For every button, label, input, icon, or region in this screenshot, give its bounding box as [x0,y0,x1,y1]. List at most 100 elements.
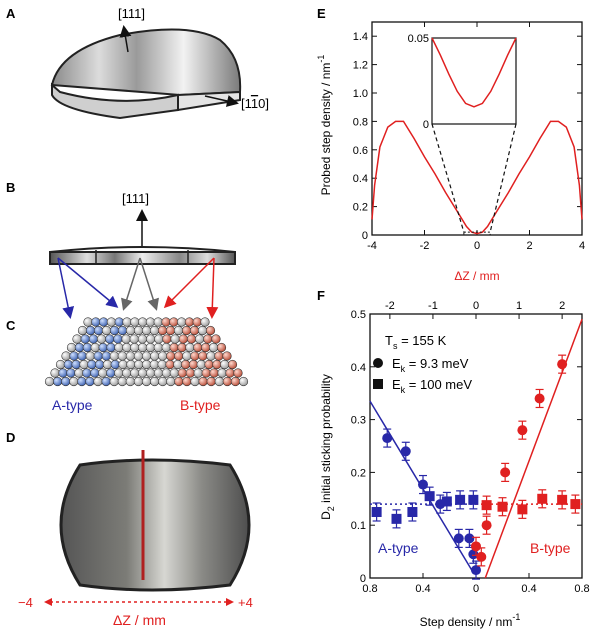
atom [101,351,111,361]
atom [77,376,87,387]
atom [69,376,79,387]
atom [220,359,230,370]
atom [114,317,124,327]
atom [93,376,103,387]
atom [161,368,171,378]
atom [173,325,184,336]
atom [149,325,160,336]
atom [178,334,188,344]
atom [198,376,208,387]
panel-label-b: B [6,180,15,195]
atom [209,368,219,378]
atom [114,342,124,353]
atom [101,376,111,387]
atom [118,359,128,370]
atom [150,376,160,387]
legend-ts: Ts = 155 K [385,333,447,351]
f-point-square [557,494,568,505]
f-ytick-label: 0.3 [351,415,366,427]
a-type-label-c: A-type [52,397,93,413]
atom [121,368,132,378]
e-xtick-label: -4 [367,240,377,252]
atom [190,376,200,387]
crystal-top-view [59,458,251,592]
atom [134,359,144,370]
atom [162,334,172,344]
f-point-circle [382,433,393,444]
atom [203,334,213,344]
atom [174,351,184,361]
legend-square-marker [373,379,383,389]
atom [138,317,148,327]
dir-111-b: [111] [122,191,149,206]
f-ytick-label: 0.5 [351,309,366,321]
atom [145,342,155,353]
atom [141,359,152,370]
atom [125,376,135,387]
d-left-tick: −4 [18,595,33,610]
atom [106,368,116,378]
atom [105,334,115,344]
dir-110-a: [110] [241,96,269,111]
e-ytick-label: 0.8 [353,116,368,128]
atom [106,342,116,353]
atom [193,342,203,353]
f-point-square [497,501,508,512]
atom [44,376,55,387]
e-ytick-label: 0 [362,230,368,242]
atom [166,351,176,361]
atom [66,368,76,378]
f-point-circle [400,446,411,457]
atom [222,351,232,361]
atom [206,351,216,361]
atom [130,317,140,327]
atom [190,351,200,361]
atom [169,317,179,327]
atom [197,325,208,336]
atom [74,368,84,378]
e-ytick-label: 1.4 [353,31,368,43]
atom [189,325,200,336]
f-point-circle [464,533,475,544]
atom [113,334,123,344]
atom [206,376,216,387]
atom [141,351,152,361]
atom [125,351,135,361]
atom [109,376,119,387]
e-inset-ytick-label: 0.05 [408,33,429,45]
atom [222,376,232,387]
f-ytick-label: 0.1 [351,520,366,532]
e-xtick-label: 0 [474,240,480,252]
e-inset-frame [431,37,517,125]
f-point-square [424,491,435,502]
atom [85,325,96,336]
e-xtick-label: -2 [420,240,430,252]
e-xtick-label: 4 [579,240,585,252]
atom [177,317,187,327]
panel-label-e: E [317,6,326,21]
atom [217,368,227,378]
atom [193,368,203,378]
atom [192,317,202,327]
e-zoom-line-left [431,123,465,233]
atom [205,325,216,336]
f-xtick-label: 0.4 [521,583,536,595]
atom [233,368,243,378]
atom [141,325,152,336]
atom [117,351,127,361]
f-top-xtick-label: 1 [516,300,522,312]
d-xlabel: ΔZ / mm [113,612,166,628]
atom [93,325,104,336]
atom [133,351,143,361]
f-b-type-label: B-type [530,540,571,556]
f-point-circle [534,393,545,404]
legend-circle-marker [373,358,383,368]
f-top-xtick-label: -2 [385,300,395,312]
f-ytick-label: 0.2 [351,467,366,479]
f-xtick-label: 0.4 [415,583,430,595]
atom [117,376,127,387]
e-xlabel: ΔZ / mm [454,269,499,283]
atom [137,334,147,344]
f-point-square [441,496,452,507]
e-ytick-label: 0.6 [353,145,368,157]
